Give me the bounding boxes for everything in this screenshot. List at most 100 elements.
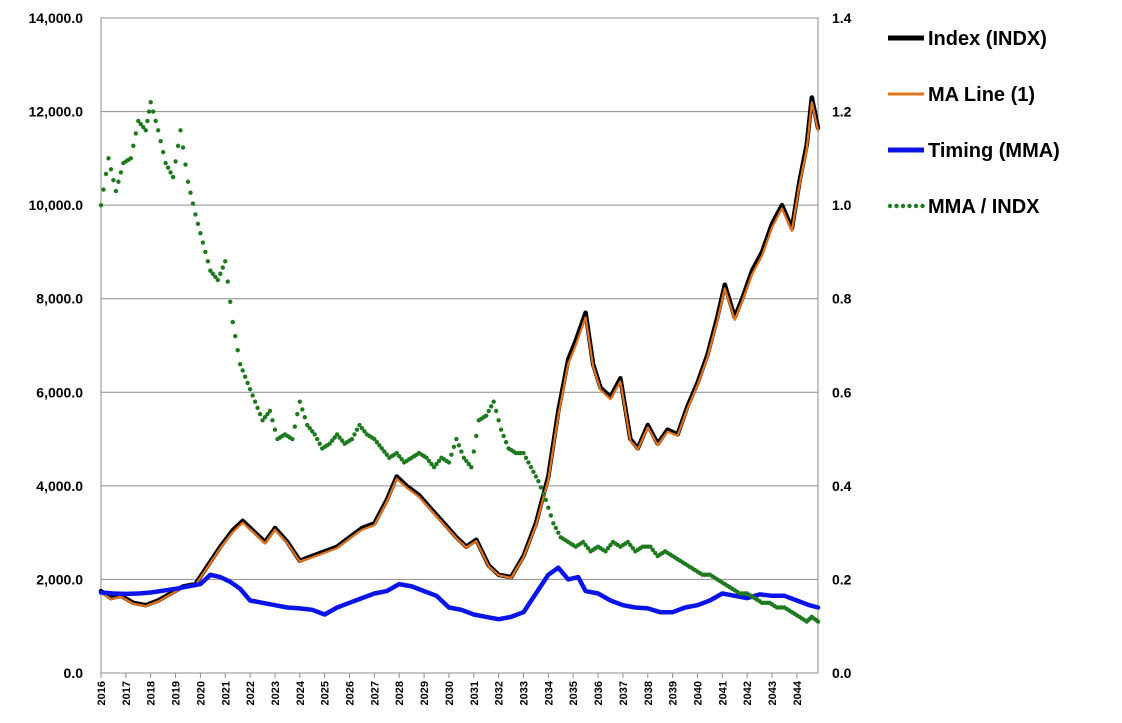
x-tick-label: 2039 [668, 681, 680, 705]
x-tick-label: 2026 [345, 681, 357, 705]
x-tick-label: 2031 [469, 681, 481, 705]
data-point [195, 221, 201, 227]
data-point [190, 201, 196, 206]
data-point [265, 411, 270, 417]
y-tick-label: 4,000.0 [36, 478, 83, 494]
y2-tick-label: 1.2 [832, 104, 852, 120]
data-point [357, 422, 362, 428]
data-point [553, 525, 559, 531]
data-point [327, 441, 332, 446]
x-tick-label: 2043 [767, 681, 779, 705]
data-point [223, 259, 228, 264]
data-point [215, 277, 221, 283]
data-point [399, 457, 404, 462]
data-point [332, 435, 337, 440]
data-point [128, 156, 134, 161]
x-tick-label: 2019 [171, 681, 183, 705]
data-point [466, 461, 472, 467]
data-point [240, 368, 245, 373]
data-point [235, 347, 240, 353]
data-point [449, 452, 454, 457]
data-point [653, 550, 658, 556]
x-tick-label: 2025 [320, 681, 332, 705]
data-point [262, 415, 268, 420]
data-point [315, 436, 320, 442]
y-tick-label: 0.0 [64, 665, 84, 681]
data-point [533, 474, 539, 479]
data-point [625, 539, 631, 545]
data-point [469, 464, 474, 470]
legend-swatch [894, 203, 899, 209]
data-point [242, 374, 248, 379]
legend-item-mma-indx: MMA / INDX [887, 196, 1040, 218]
x-tick-label: 2041 [717, 681, 729, 705]
data-point [397, 454, 402, 459]
x-tick-label: 2044 [792, 680, 804, 705]
x-tick-label: 2023 [270, 681, 282, 705]
data-point [526, 460, 531, 465]
data-point [379, 446, 385, 451]
data-point [496, 418, 501, 423]
y-tick-label: 12,000.0 [29, 104, 84, 120]
data-point [382, 449, 387, 454]
data-point [459, 449, 464, 454]
data-point [113, 188, 119, 194]
data-point [233, 333, 238, 339]
data-point [170, 174, 176, 180]
x-tick-label: 2037 [618, 681, 630, 705]
x-tick-label: 2017 [121, 681, 133, 705]
y2-tick-label: 0.2 [832, 571, 852, 587]
data-point [133, 131, 138, 136]
data-point [815, 619, 821, 624]
series-layer [98, 95, 821, 624]
x-tick-label: 2036 [593, 681, 605, 705]
data-point [150, 109, 156, 114]
y-tick-label: 2,000.0 [36, 571, 83, 587]
data-point [252, 399, 258, 404]
data-point [580, 539, 586, 545]
data-point [354, 427, 360, 432]
x-tick-label: 2021 [220, 681, 232, 705]
legend-label: MA Line (1) [928, 84, 1035, 106]
data-point [486, 408, 491, 414]
data-point [307, 425, 312, 431]
data-point [255, 405, 260, 411]
x-tick-label: 2020 [195, 681, 207, 705]
data-point [106, 156, 111, 161]
data-point [424, 455, 429, 460]
legend-label: MMA / INDX [928, 196, 1040, 218]
legend-swatch [887, 203, 893, 209]
data-point [158, 139, 163, 144]
data-point [146, 109, 152, 114]
data-point [543, 497, 549, 503]
data-point [339, 438, 345, 443]
data-point [531, 469, 536, 475]
series-ma-line-1 [99, 101, 820, 608]
data-point [200, 240, 206, 245]
data-point [493, 408, 499, 414]
data-point [556, 530, 561, 535]
legend-item-index-indx: Index (INDX) [888, 28, 1047, 50]
data-point [237, 362, 243, 367]
y-tick-label: 10,000.0 [29, 197, 84, 213]
y-tick-label: 14,000.0 [29, 10, 84, 26]
data-point [329, 438, 335, 443]
data-point [131, 143, 136, 149]
data-point [230, 319, 235, 325]
y2-tick-label: 0.6 [832, 384, 852, 400]
data-point [260, 418, 265, 423]
legend-swatch [900, 203, 906, 209]
data-point [198, 231, 203, 236]
x-tick-label: 2016 [96, 681, 108, 705]
data-point [225, 279, 230, 284]
data-point [538, 485, 544, 490]
x-tick-label: 2018 [146, 681, 158, 705]
legend-item-timing-mma: Timing (MMA) [888, 140, 1060, 162]
data-point [297, 399, 303, 404]
plot-area-border [100, 17, 819, 674]
data-point [295, 411, 300, 417]
data-point [498, 427, 504, 432]
data-point [138, 121, 143, 127]
legend-item-ma-line-1: MA Line (1) [888, 84, 1035, 106]
series-timing-mma [98, 565, 821, 622]
